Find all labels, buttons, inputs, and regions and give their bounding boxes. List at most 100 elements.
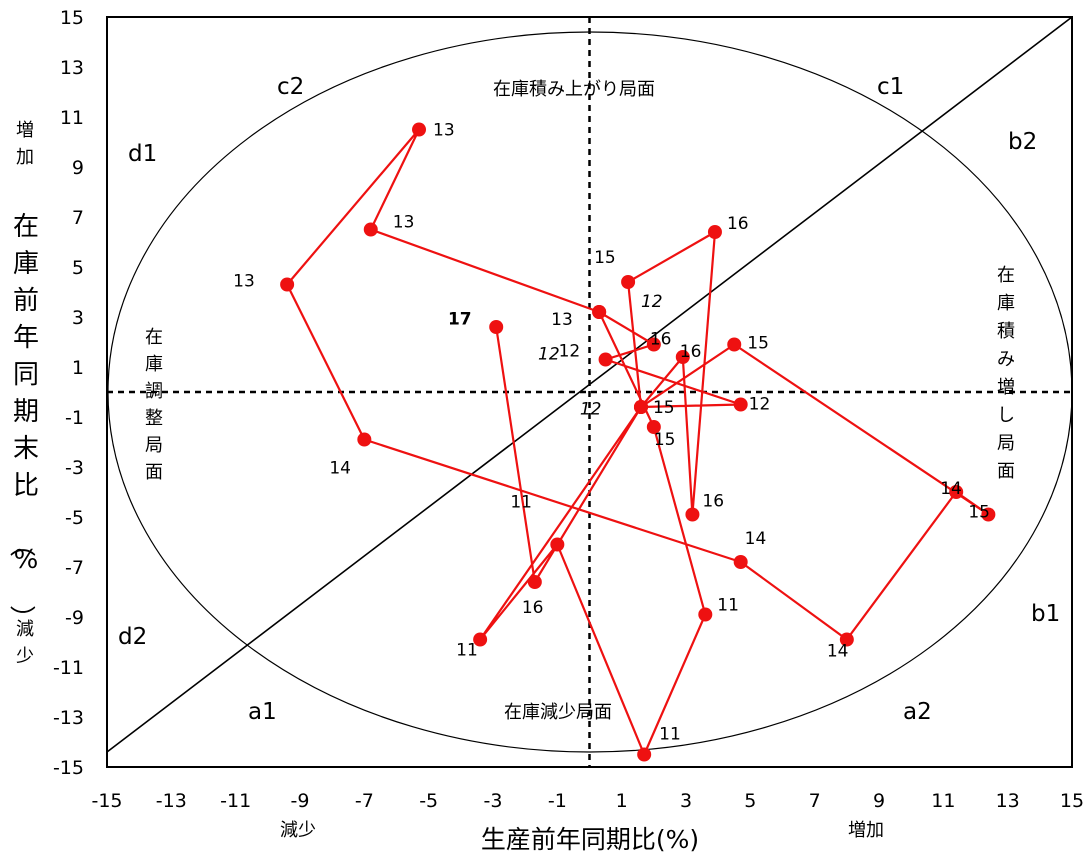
data-point [675,350,690,364]
y-axis-increase-label: 増加 [16,120,34,168]
data-point [592,305,607,319]
quadrant-d2: d2 [118,624,147,650]
series-layer [280,122,996,762]
data-point [363,222,378,237]
data-point-label: 14 [745,529,767,549]
point-label-layer: 1313131314141414151515151616161212161511… [233,121,990,745]
x-tick-label: -3 [484,790,503,812]
data-point-label: 13 [233,272,255,292]
x-tick-label: -9 [291,790,310,812]
x-tick-label: -1 [548,790,567,812]
x-tick-label: -5 [419,790,438,812]
y-tick-label: 15 [60,7,84,29]
y-tick-label: -1 [65,407,84,429]
data-point [839,632,854,647]
phase-bottom-label: 在庫減少局面 [504,702,612,723]
y-axis-title-text: 在庫前年同期末比（%） [6,212,39,631]
data-point [733,555,748,569]
x-tick-labels: -15 -13 -11 -9 -7 -5 -3 -1 1 3 5 7 9 11 13 15 [91,790,1084,812]
x-axis-increase-label: 増加 [848,820,884,841]
data-point [527,575,542,589]
data-point [621,275,636,289]
x-tick-label: -7 [355,790,374,812]
y-axis-decrease-label: 減少 [16,619,34,667]
y-tick-label: -3 [65,457,84,479]
data-point-label: 15 [654,430,676,450]
y-tick-label: -11 [53,657,84,679]
data-point-label: 12 [749,395,771,415]
x-tick-label: 11 [931,790,955,812]
x-axis-decrease-label: 減少 [280,820,316,841]
data-point [473,632,488,647]
quadrant-a1: a1 [248,699,277,725]
annotation-label: 12 [641,292,663,312]
data-point-label: 16 [650,330,672,350]
quadrant-c2: c2 [277,74,304,100]
data-point-label: 15 [653,398,675,418]
x-tick-label: 15 [1060,790,1084,812]
x-tick-label: 3 [680,790,692,812]
quadrant-b1: b1 [1031,601,1060,627]
y-axis-increase-text: 増加 [16,120,34,168]
x-axis-title: 生産前年同期比(%) [481,825,699,854]
y-tick-label: -15 [53,757,84,779]
phase-left-text: 在庫調整局面 [145,327,163,483]
phase-right-label: 在庫積み増し局面 [997,265,1015,482]
x-tick-label: 9 [873,790,885,812]
annotation-label: 12 [538,345,560,365]
y-tick-label: -9 [65,607,84,629]
x-tick-label: 1 [616,790,628,812]
data-point [698,607,713,622]
data-point-label: 13 [393,213,415,233]
y-tick-label: 11 [60,107,84,129]
x-tick-label: -11 [220,790,251,812]
data-point [646,420,661,434]
annotation-label: 12 [580,400,602,420]
y-tick-label: 3 [72,307,84,329]
data-point-label: 15 [968,503,990,523]
y-tick-label: 9 [72,157,84,179]
data-point-label: 11 [659,725,681,745]
data-point [646,337,661,352]
y-tick-label: -5 [65,507,84,529]
data-point [637,747,652,762]
data-point [981,507,996,522]
quadrant-b2: b2 [1008,129,1037,155]
y-tick-label: 7 [72,207,84,229]
quadrant-d1: d1 [128,141,157,167]
y-tick-label: -13 [53,707,84,729]
data-point [685,507,700,522]
data-point [357,432,372,447]
y-tick-label: -7 [65,557,84,579]
data-point-label: 16 [522,598,544,618]
data-point-label: 12 [559,342,581,362]
data-point [412,122,427,137]
data-point [280,277,295,292]
phase-left-label: 在庫調整局面 [145,327,163,483]
data-point-label: 11 [717,596,739,616]
quadrant-c1: c1 [877,74,904,100]
y-axis-decrease-text: 減少 [16,619,34,667]
data-point [550,537,565,552]
y-tick-label: 13 [60,57,84,79]
x-tick-label: 13 [996,790,1020,812]
y-tick-label: 5 [72,257,84,279]
phase-right-text: 在庫積み増し局面 [997,265,1015,482]
data-point [727,337,742,352]
data-point-label: 13 [551,310,573,330]
data-point-label: 16 [702,492,724,512]
data-point-label: 11 [510,493,532,513]
data-point [949,485,964,499]
data-point [707,225,722,239]
data-point-label: 11 [456,641,478,661]
data-point [489,320,504,334]
series-line [286,128,990,756]
data-point-label: 14 [940,479,962,499]
data-point-label: 15 [594,248,616,268]
data-point-label: 16 [680,342,702,362]
x-tick-label: 5 [744,790,756,812]
data-point-label: 13 [433,121,455,141]
x-tick-label: 7 [809,790,821,812]
data-point-label: 16 [727,214,749,234]
